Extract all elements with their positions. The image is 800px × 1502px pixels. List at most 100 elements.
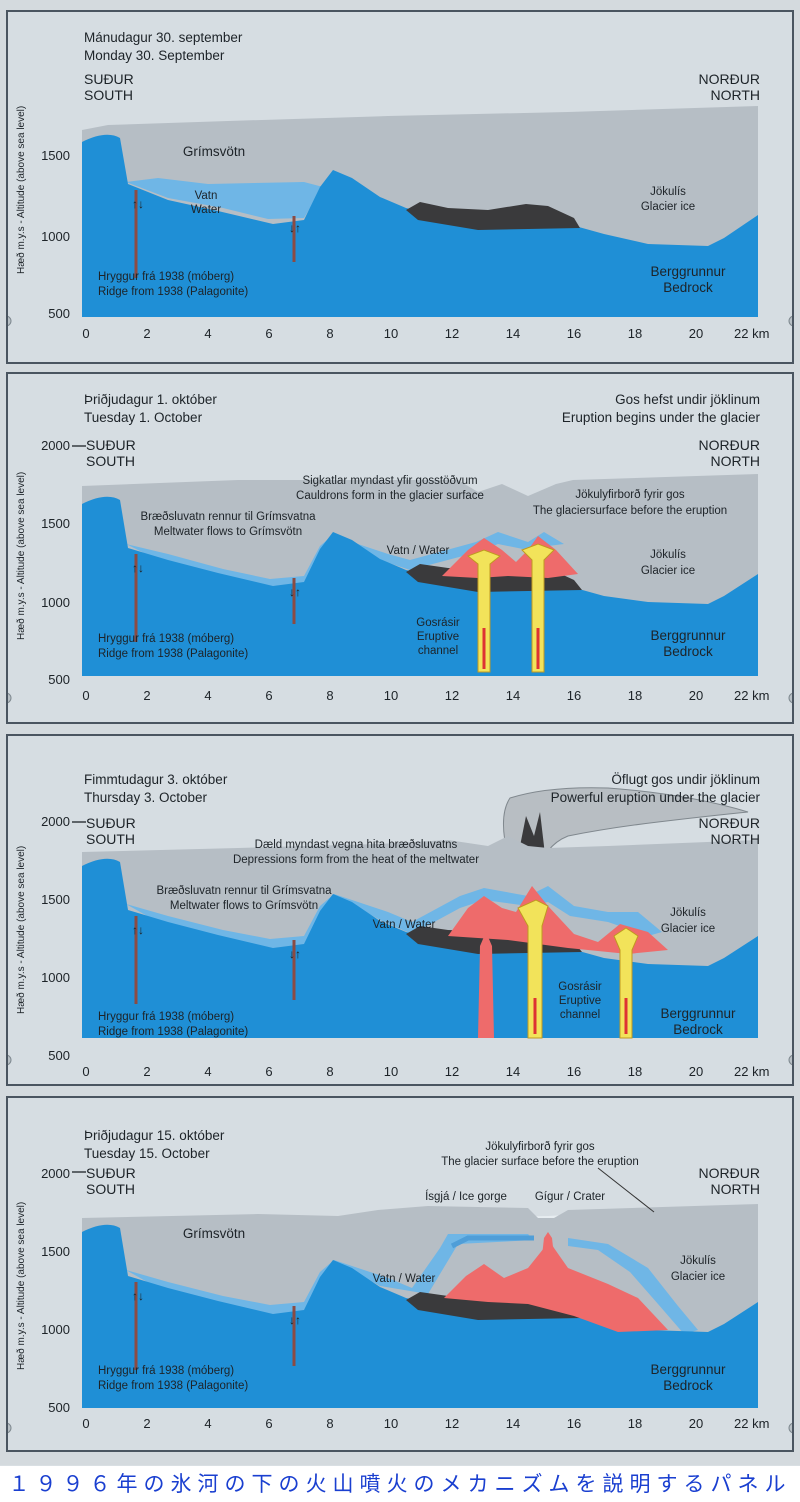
x-tick-label: 22 km [734, 1064, 769, 1079]
meltwater [126, 532, 564, 587]
screw [8, 1054, 12, 1066]
eruptive-channel [521, 543, 555, 673]
north-icelandic: NORÐUR [699, 1165, 760, 1181]
channel-label-is: Gosrásir [558, 981, 602, 993]
x-tick-label: 12 [445, 326, 459, 341]
grimsvotn-label: Grímsvötn [183, 144, 245, 159]
south-english: SOUTH [86, 1181, 135, 1197]
bedrock-label-is: Berggrunnur [650, 264, 726, 279]
glacier-label-en: Glacier ice [641, 201, 695, 213]
date-english: Tuesday 1. October [84, 410, 203, 425]
y-tick-1500: 1500 [41, 1244, 70, 1259]
x-tick-label: 22 km [734, 326, 769, 341]
screw [788, 1054, 792, 1066]
screw [788, 1422, 792, 1434]
x-tick-label: 12 [445, 1416, 459, 1431]
fault-arrows: ↑↓ [132, 197, 144, 211]
screw [8, 315, 12, 327]
water-label-is: Vatn [195, 190, 218, 202]
x-tick-label: 14 [506, 1416, 520, 1431]
x-tick-label: 14 [506, 1064, 520, 1079]
ridge-label-en: Ridge from 1938 (Palagonite) [98, 648, 248, 660]
y-tick-2000: 2000 [41, 438, 70, 453]
meltwater-label-is: Bræðsluvatn rennur til Grímsvatna [140, 511, 316, 523]
fault-arrows: ↑↓ [132, 561, 144, 575]
bedrock-label-en: Bedrock [663, 280, 713, 295]
x-tick-label: 8 [326, 688, 333, 703]
fault-arrows: ↑↓ [132, 1289, 144, 1303]
date-icelandic: Þriðjudagur 1. október [84, 392, 217, 407]
x-tick-label: 2 [143, 688, 150, 703]
eruptive-channel [517, 899, 549, 1039]
x-tick-label: 0 [82, 326, 89, 341]
depression-label-en: Depressions form from the heat of the me… [233, 854, 479, 866]
y-axis-title: Hæð m.y.s - Altitude (above sea level) [15, 846, 27, 1014]
ridge-label-en: Ridge from 1938 (Palagonite) [98, 1026, 248, 1038]
x-tick-label: 2 [143, 1416, 150, 1431]
fault-arrows: ↓↑ [289, 947, 301, 961]
water-label: Vatn / Water [373, 919, 436, 931]
north-english: NORTH [710, 87, 760, 103]
ridge-label-en: Ridge from 1938 (Palagonite) [98, 286, 248, 298]
screw [8, 692, 12, 704]
x-tick-label: 16 [567, 326, 581, 341]
x-tick-label: 2 [143, 326, 150, 341]
y-axis-title: Hæð m.y.s - Altitude (above sea level) [15, 1202, 27, 1370]
glacier-label-is: Jökulís [680, 1255, 716, 1267]
water-label-en: Water [191, 204, 221, 216]
photo-caption: １９９６年の氷河の下の火山噴火のメカニズムを説明するパネル [0, 1466, 800, 1502]
x-tick-label: 14 [506, 326, 520, 341]
x-tick-label: 4 [204, 1064, 211, 1079]
channel-label-en-2: channel [418, 645, 458, 657]
south-icelandic: SUÐUR [84, 71, 134, 87]
crater-vent [542, 1232, 554, 1256]
magma-dike [478, 932, 494, 1038]
x-tick-label: 0 [82, 688, 89, 703]
channel-label-en-1: Eruptive [559, 995, 601, 1007]
glacier-label-is: Jökulís [670, 907, 706, 919]
ridge-label-is: Hryggur frá 1938 (móberg) [98, 1011, 234, 1023]
date-english: Tuesday 15. October [84, 1146, 210, 1161]
cauldron-label-en: Cauldrons form in the glacier surface [296, 490, 484, 502]
north-english: NORTH [710, 1181, 760, 1197]
x-tick-label: 20 [689, 1064, 703, 1079]
glacier-label-is: Jökulís [650, 186, 686, 198]
channel-label-en-2: channel [560, 1009, 600, 1021]
south-english: SOUTH [86, 453, 135, 469]
water-label: Vatn / Water [373, 1273, 436, 1285]
meltwater [568, 1238, 698, 1334]
panel-oct-1: ↑↓ ↓↑ 2000 1500 1000 500 0 2 4 6 8 10 12 14 16 18… [6, 372, 794, 724]
panel-sept-30: ↑↓ ↓↑ 1500 1000 500 0 2 4 6 8 10 12 14 16 18 20 22 … [6, 10, 794, 364]
surface-label-is: Jökulyfirborð fyrir gos [575, 489, 685, 501]
panel-oct-15: ↑↓ ↓↑ 2000 1500 1000 500 0 2 4 6 8 10 12 14 16 18… [6, 1096, 794, 1452]
date-icelandic: Þriðjudagur 15. október [84, 1128, 225, 1143]
x-tick-label: 22 km [734, 688, 769, 703]
y-tick-1500: 1500 [41, 892, 70, 907]
north-icelandic: NORÐUR [699, 71, 760, 87]
x-tick-label: 4 [204, 326, 211, 341]
date-icelandic: Mánudagur 30. september [84, 30, 243, 45]
bedrock-label-en: Bedrock [663, 644, 713, 659]
depression-label-is: Dæld myndast vegna hita bræðsluvatns [255, 839, 458, 851]
surface-label-en: The glacier surface before the eruption [441, 1156, 639, 1168]
y-tick-1000: 1000 [41, 595, 70, 610]
ice-gorge-label: Ísgjá / Ice gorge [425, 1190, 507, 1203]
y-tick-1500: 1500 [41, 516, 70, 531]
x-tick-label: 16 [567, 688, 581, 703]
x-tick-label: 10 [384, 688, 398, 703]
hyaloclastite [406, 202, 580, 230]
south-english: SOUTH [84, 87, 133, 103]
south-icelandic: SUÐUR [86, 1165, 136, 1181]
grimsvotn-label: Grímsvötn [183, 1226, 245, 1241]
ash-plume [503, 787, 749, 877]
fault-arrows: ↓↑ [289, 221, 301, 235]
x-tick-label: 8 [326, 1416, 333, 1431]
bedrock-label-is: Berggrunnur [650, 1362, 726, 1377]
date-icelandic: Fimmtudagur 3. október [84, 772, 228, 787]
y-tick-500: 500 [48, 672, 70, 687]
heading-icelandic: Öflugt gos undir jöklinum [611, 772, 760, 787]
x-tick-label: 14 [506, 688, 520, 703]
x-tick-label: 10 [384, 1064, 398, 1079]
solidified-magma [444, 1238, 668, 1332]
x-tick-label: 0 [82, 1064, 89, 1079]
